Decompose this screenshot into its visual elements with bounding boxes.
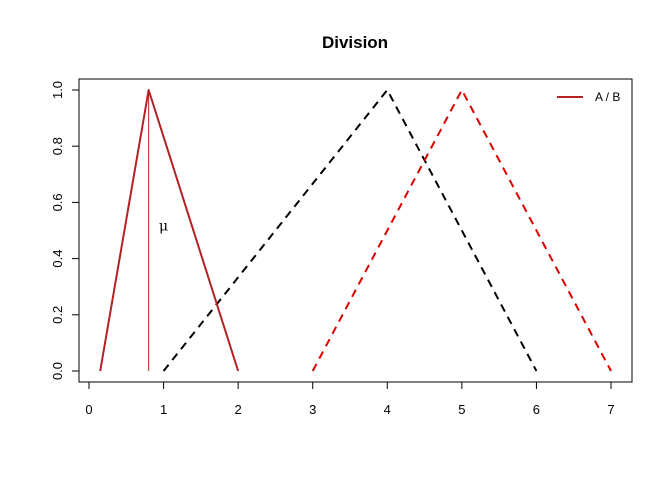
chart-title: Division: [322, 33, 388, 52]
series-line-a-b: [99, 89, 240, 372]
x-tick-label: 3: [309, 402, 316, 417]
x-tick-label: 4: [384, 402, 391, 417]
x-tick-label: 7: [607, 402, 614, 417]
y-tick-label: 0.8: [50, 137, 65, 155]
y-tick-label: 0.4: [50, 250, 65, 268]
x-tick-label: 0: [85, 402, 92, 417]
y-tick-label: 0.2: [50, 306, 65, 324]
x-tick-label: 1: [160, 402, 167, 417]
x-tick-label: 2: [235, 402, 242, 417]
axes: 0 1 2 3 4 5 6 7 0.0 0.2 0.4 0.6 0.8 1.0: [50, 81, 615, 417]
legend-label: A / B: [595, 90, 620, 104]
series-line-a: [162, 89, 538, 372]
y-tick-label: 0.0: [50, 362, 65, 380]
legend: A / B: [557, 90, 620, 104]
mu-annotation: μ: [159, 219, 168, 235]
x-tick-label: 6: [533, 402, 540, 417]
x-tick-label: 5: [458, 402, 465, 417]
y-tick-label: 0.6: [50, 193, 65, 211]
series-group: μ: [99, 89, 612, 372]
y-tick-label: 1.0: [50, 81, 65, 99]
